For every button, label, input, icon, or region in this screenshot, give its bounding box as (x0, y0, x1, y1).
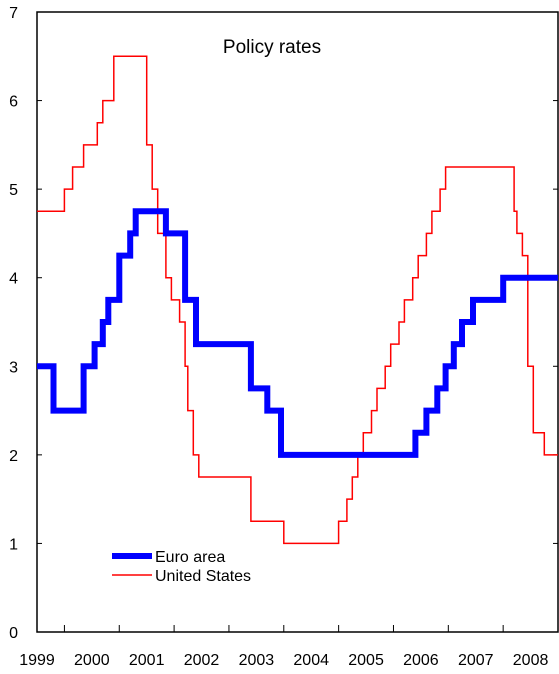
legend-label-united-states: United States (155, 568, 251, 585)
x-tick-label: 1999 (19, 652, 55, 669)
x-tick-label: 2002 (184, 652, 220, 669)
y-tick-label: 5 (9, 182, 18, 199)
x-tick-label: 2001 (129, 652, 165, 669)
x-tick-label: 2004 (293, 652, 329, 669)
y-tick-label: 4 (9, 271, 18, 288)
x-tick-label: 2008 (513, 652, 549, 669)
x-tick-label: 2007 (458, 652, 494, 669)
y-tick-label: 7 (9, 5, 18, 22)
legend: Euro area United States (112, 549, 251, 585)
y-tick-label: 2 (9, 448, 18, 465)
y-tick-label: 3 (9, 359, 18, 376)
plot-frame (36, 11, 559, 633)
x-tick-label: 2006 (403, 652, 439, 669)
series-line-united-states (37, 55, 558, 545)
x-tick-label: 2003 (239, 652, 275, 669)
y-tick-label: 6 (9, 94, 18, 111)
x-tick-label: 2000 (74, 652, 110, 669)
y-tick-label: 0 (9, 625, 18, 642)
x-tick-label: 2005 (348, 652, 384, 669)
legend-label-euro-area: Euro area (155, 549, 225, 566)
y-tick-label: 1 (9, 536, 18, 553)
chart-title: Policy rates (223, 37, 321, 58)
series-line-euro-area (37, 208, 558, 458)
